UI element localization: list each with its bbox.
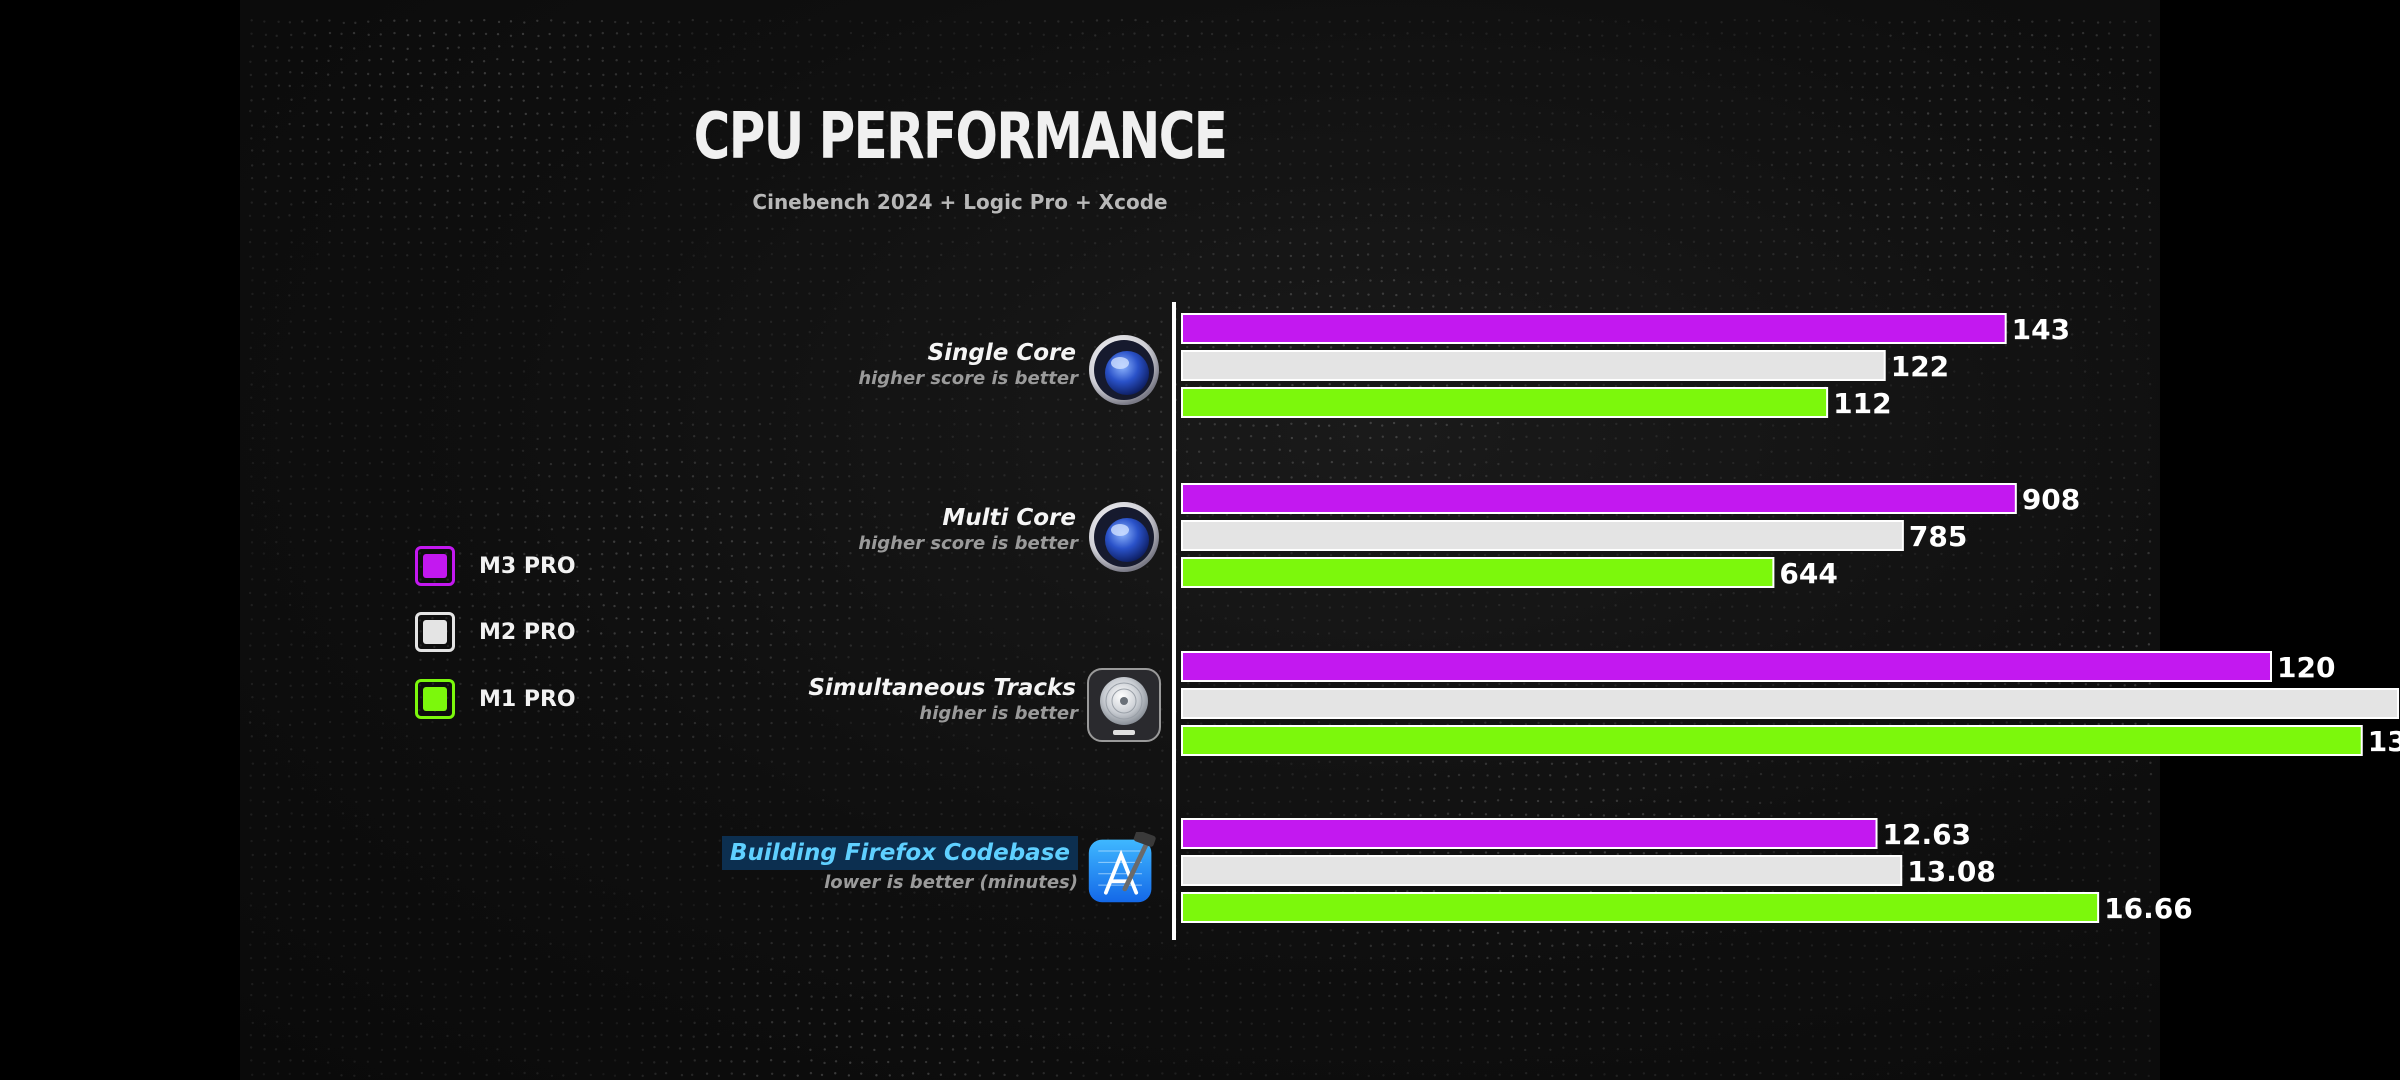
legend-swatch-m3-pro (415, 546, 455, 586)
dotted-background (248, 18, 2153, 1078)
legend-swatch-m1-pro (415, 679, 455, 719)
data-label: 122 (1891, 350, 1949, 383)
cinebench-icon (1089, 335, 1159, 405)
group-label-simultaneous-tracks: Simultaneous Tracks higher is better (518, 675, 1078, 724)
group-hint: higher is better (919, 703, 1078, 724)
bar-m3-pro-multi-core (1181, 483, 2017, 514)
logic-pro-icon (1087, 668, 1161, 742)
data-label: 16.66 (2104, 892, 2193, 925)
legend-item-m3-pro: M3 PRO (415, 546, 715, 592)
group-hint: higher score is better (858, 368, 1078, 389)
cinebench-icon (1089, 502, 1159, 572)
bar-m1-pro-simultaneous-tracks (1181, 725, 2363, 756)
data-label: 785 (1909, 520, 1967, 553)
group-label-single-core: Single Core higher score is better (518, 340, 1078, 389)
data-label: 908 (2022, 483, 2080, 516)
data-label: 120 (2277, 651, 2335, 684)
bar-m2-pro-building-firefox-codebase (1181, 855, 1903, 886)
group-name: Building Firefox Codebase (721, 836, 1078, 870)
xcode-icon (1088, 832, 1156, 903)
data-label: 130 (2368, 725, 2400, 758)
bar-m1-pro-building-firefox-codebase (1181, 892, 2100, 923)
group-hint: lower is better (minutes) (824, 872, 1078, 893)
group-name: Simultaneous Tracks (808, 675, 1076, 701)
bar-m1-pro-single-core (1181, 387, 1829, 418)
chart-title: CPU PERFORMANCE (693, 100, 1228, 174)
bar-m1-pro-multi-core (1181, 557, 1775, 588)
group-label-multi-core: Multi Core higher score is better (518, 505, 1078, 554)
bar-m3-pro-single-core (1181, 313, 2007, 344)
bar-m2-pro-single-core (1181, 350, 1886, 381)
legend-swatch-m2-pro (415, 612, 455, 652)
group-name: Multi Core (942, 505, 1076, 531)
legend-item-m1-pro: M1 PRO (415, 679, 715, 725)
group-hint: higher score is better (858, 533, 1078, 554)
bar-m3-pro-simultaneous-tracks (1181, 651, 2272, 682)
legend-label-m2-pro: M2 PRO (479, 620, 576, 645)
group-name: Single Core (927, 340, 1076, 366)
bar-m3-pro-building-firefox-codebase (1181, 818, 1878, 849)
data-label: 13.08 (1907, 855, 1996, 888)
bar-m2-pro-multi-core (1181, 520, 1904, 551)
data-label: 112 (1833, 387, 1891, 420)
data-label: 143 (2012, 313, 2070, 346)
data-label: 12.63 (1883, 818, 1972, 851)
data-label: 644 (1779, 557, 1837, 590)
legend-item-m2-pro: M2 PRO (415, 612, 715, 658)
legend-label-m1-pro: M1 PRO (479, 687, 576, 712)
group-label-building-firefox-codebase: Building Firefox Codebase lower is bette… (518, 836, 1078, 893)
chart-subtitle: Cinebench 2024 + Logic Pro + Xcode (752, 190, 1168, 214)
legend-label-m3-pro: M3 PRO (479, 554, 576, 579)
bar-m2-pro-simultaneous-tracks (1181, 688, 2400, 719)
